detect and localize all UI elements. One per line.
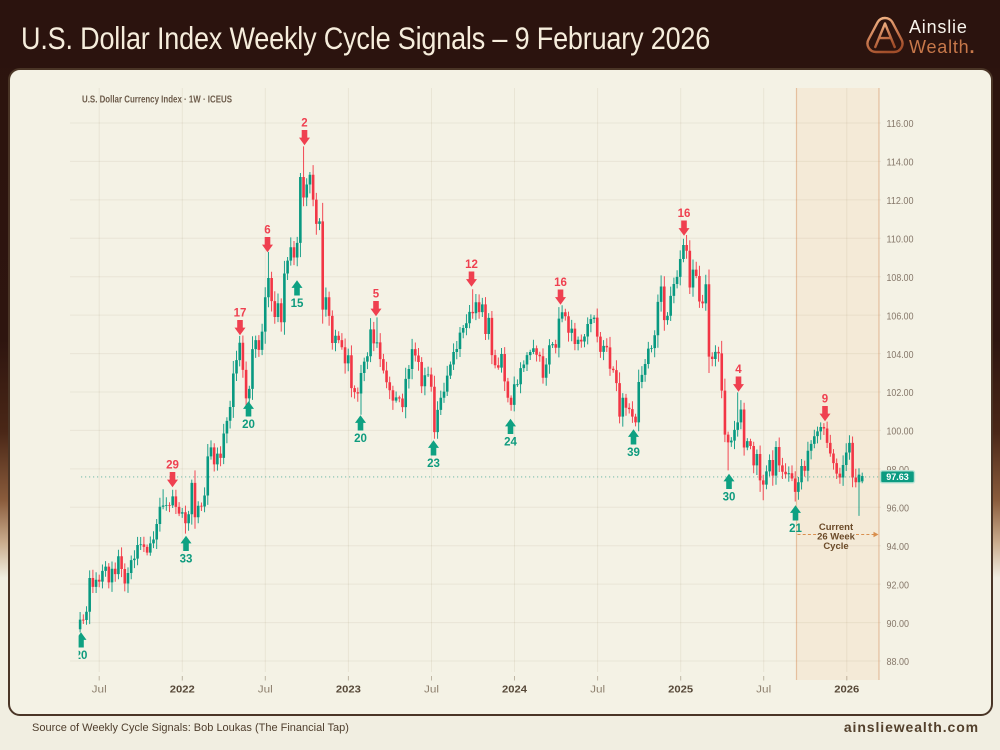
svg-text:2: 2 xyxy=(301,118,307,130)
svg-text:94.00: 94.00 xyxy=(887,541,910,553)
svg-text:9: 9 xyxy=(822,394,828,406)
svg-text:21: 21 xyxy=(789,523,802,535)
svg-text:114.00: 114.00 xyxy=(887,157,914,169)
svg-text:2026: 2026 xyxy=(834,684,859,696)
svg-text:2022: 2022 xyxy=(170,684,195,696)
svg-text:6: 6 xyxy=(264,225,270,237)
svg-text:116.00: 116.00 xyxy=(887,118,914,130)
svg-text:20: 20 xyxy=(354,433,367,445)
svg-text:12: 12 xyxy=(465,259,478,271)
svg-text:15: 15 xyxy=(291,298,304,310)
svg-text:20: 20 xyxy=(75,650,88,662)
svg-text:88.00: 88.00 xyxy=(887,656,910,668)
svg-text:90.00: 90.00 xyxy=(887,618,910,630)
svg-text:Jul: Jul xyxy=(756,684,771,696)
svg-text:100.00: 100.00 xyxy=(887,426,914,438)
svg-text:U.S. Dollar Currency Index · 1: U.S. Dollar Currency Index · 1W · ICEUS xyxy=(82,95,232,106)
svg-text:106.00: 106.00 xyxy=(887,310,914,322)
svg-text:Current: Current xyxy=(819,522,854,533)
svg-text:30: 30 xyxy=(723,492,736,504)
svg-text:2023: 2023 xyxy=(336,684,361,696)
svg-text:16: 16 xyxy=(554,277,567,289)
svg-text:96.00: 96.00 xyxy=(887,503,910,515)
svg-text:26 Week: 26 Week xyxy=(817,532,856,543)
svg-text:39: 39 xyxy=(627,447,640,459)
svg-text:112.00: 112.00 xyxy=(887,195,914,207)
svg-text:2025: 2025 xyxy=(668,684,693,696)
svg-text:104.00: 104.00 xyxy=(887,349,914,361)
svg-text:5: 5 xyxy=(373,289,380,301)
svg-text:92.00: 92.00 xyxy=(887,579,910,591)
svg-text:Jul: Jul xyxy=(424,684,439,696)
svg-text:Jul: Jul xyxy=(258,684,273,696)
svg-text:29: 29 xyxy=(166,460,179,472)
svg-text:108.00: 108.00 xyxy=(887,272,914,284)
svg-text:102.00: 102.00 xyxy=(887,387,914,399)
svg-text:110.00: 110.00 xyxy=(887,234,914,246)
svg-text:Cycle: Cycle xyxy=(823,541,848,552)
svg-text:2024: 2024 xyxy=(502,684,527,696)
svg-text:17: 17 xyxy=(234,308,247,320)
svg-text:16: 16 xyxy=(678,208,691,220)
svg-text:Jul: Jul xyxy=(590,684,605,696)
svg-text:Jul: Jul xyxy=(92,684,107,696)
svg-text:23: 23 xyxy=(427,458,440,470)
svg-text:20: 20 xyxy=(242,419,255,431)
svg-text:33: 33 xyxy=(180,554,193,566)
svg-text:97.63: 97.63 xyxy=(886,472,909,482)
svg-text:4: 4 xyxy=(735,364,742,376)
svg-text:24: 24 xyxy=(504,437,517,449)
